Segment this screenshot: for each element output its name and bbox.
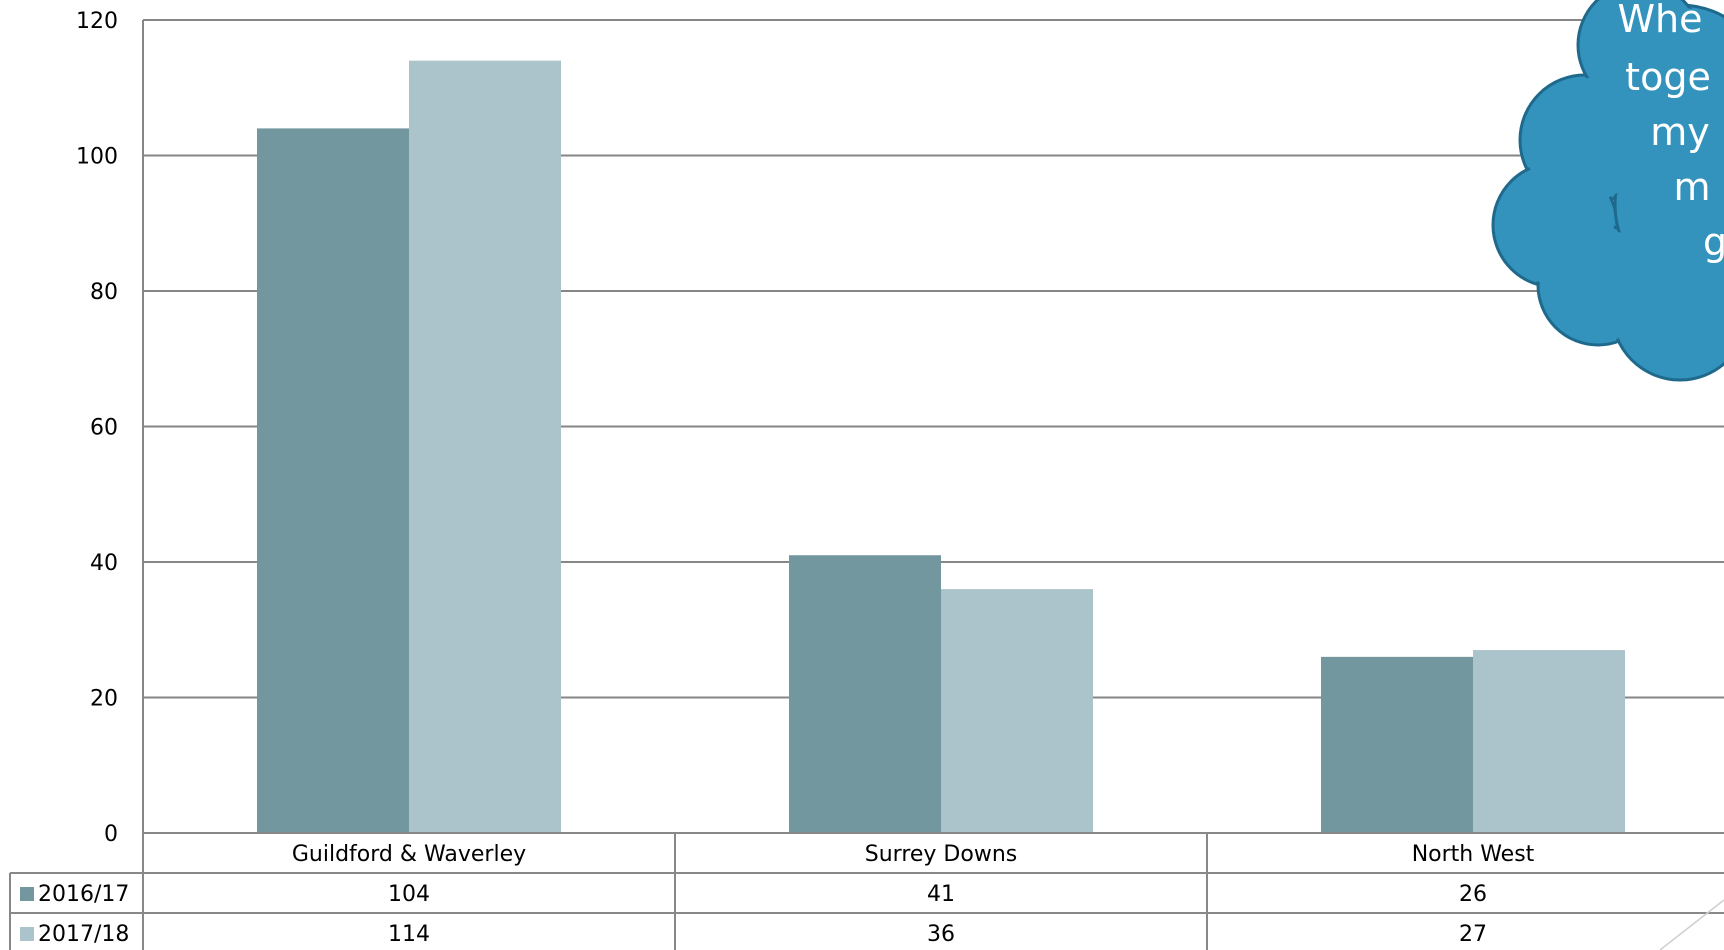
y-tick-label: 60 — [90, 416, 118, 441]
y-tick-label: 20 — [90, 687, 118, 712]
data-label: 114 — [388, 922, 430, 947]
bar-2017-18-0 — [409, 61, 561, 833]
bar-2017-18-1 — [941, 589, 1093, 833]
y-tick-label: 40 — [90, 551, 118, 576]
cloud-callout: Whe toge my mg — [1493, 0, 1724, 380]
data-label: 41 — [927, 882, 955, 907]
legend-label: 2016/17 — [38, 882, 129, 907]
callout-text: g — [1703, 220, 1724, 264]
bar-2016-17-1 — [789, 555, 941, 833]
callout-text: toge — [1625, 55, 1711, 99]
y-tick-label: 100 — [76, 145, 118, 170]
legend-swatch-2017-18 — [20, 927, 34, 941]
bar-2016-17-0 — [257, 128, 409, 833]
category-label: North West — [1412, 842, 1535, 867]
y-tick-label: 0 — [104, 822, 118, 847]
data-table: Guildford & Waverley 104 114 Surrey Downs 41… — [10, 833, 1724, 950]
bar-2017-18-2 — [1473, 650, 1625, 833]
category-label: Surrey Downs — [865, 842, 1017, 867]
data-label: 36 — [927, 922, 955, 947]
bars — [257, 61, 1625, 833]
callout-text: Whe — [1617, 0, 1702, 41]
legend-swatch-2016-17 — [20, 887, 34, 901]
callout-text: m — [1673, 165, 1710, 209]
data-label: 27 — [1459, 922, 1487, 947]
bar-2016-17-2 — [1321, 657, 1473, 833]
y-tick-label: 120 — [76, 9, 118, 34]
data-label: 26 — [1459, 882, 1487, 907]
callout-text: my — [1650, 110, 1710, 154]
legend-label: 2017/18 — [38, 922, 129, 947]
category-label: Guildford & Waverley — [292, 842, 526, 867]
data-label: 104 — [388, 882, 430, 907]
slide-corner-decoration — [1660, 900, 1724, 950]
y-tick-label: 80 — [90, 280, 118, 305]
y-axis-tick-labels: 0 20 40 60 80 100 120 — [76, 9, 118, 847]
